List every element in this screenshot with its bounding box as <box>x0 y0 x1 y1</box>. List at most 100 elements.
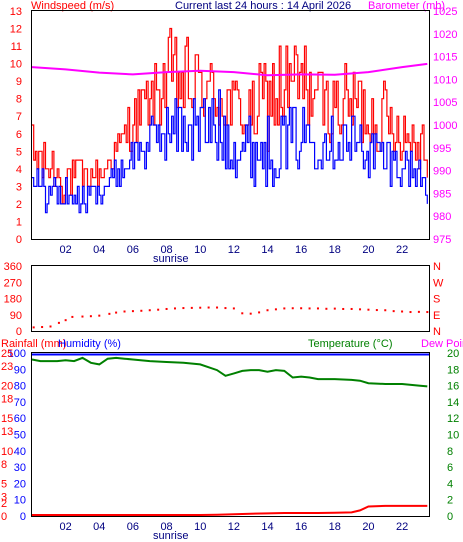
humidity-tick: 30 <box>14 462 26 474</box>
direction-point <box>224 307 227 310</box>
rainfall-tick: 13 <box>1 426 13 438</box>
hour-tick: 22 <box>396 521 408 533</box>
humidity-tick: 100 <box>8 348 26 360</box>
wind-average-line <box>32 89 428 214</box>
hour-tick: 06 <box>127 244 139 256</box>
barometer-tick: 1025 <box>433 6 457 18</box>
direction-point <box>199 306 202 309</box>
windspeed-tick: 12 <box>10 24 22 36</box>
direction-point <box>41 326 44 329</box>
humidity-tick: 80 <box>14 381 26 393</box>
direction-point <box>148 309 151 312</box>
humidity-tick: 20 <box>14 478 26 490</box>
temperature-tick: 18 <box>447 364 459 376</box>
direction-point <box>316 307 319 310</box>
barometer-tick: 980 <box>433 211 451 223</box>
rainfall-tick: 20 <box>1 381 13 393</box>
rainfall-tick: 0 <box>1 511 7 523</box>
hour-tick: 10 <box>194 521 206 533</box>
barometer-tick: 1010 <box>433 74 457 86</box>
compass-tick: W <box>433 277 444 289</box>
direction-point <box>249 312 252 315</box>
temperature-tick: 4 <box>447 478 453 490</box>
windspeed-tick: 2 <box>16 199 22 211</box>
direction-points <box>32 306 429 329</box>
direction-point <box>57 321 60 324</box>
windspeed-tick: 0 <box>16 234 22 246</box>
humidity-tick: 0 <box>20 511 26 523</box>
windspeed-tick: 5 <box>16 146 22 158</box>
windspeed-tick: 6 <box>16 129 22 141</box>
direction-point <box>375 309 378 312</box>
direction-point <box>241 312 244 315</box>
compass-tick: S <box>433 294 440 306</box>
hour-tick: 20 <box>362 244 374 256</box>
rainfall-tick: 25 <box>1 348 13 360</box>
windspeed-tick: 8 <box>16 94 22 106</box>
wind-panel-frame <box>31 10 430 240</box>
windspeed-axis-title: Windspeed (m/s) <box>31 0 114 12</box>
direction-point <box>232 307 235 310</box>
direction-point <box>49 325 52 328</box>
windspeed-tick: 1 <box>16 216 22 228</box>
compass-tick: N <box>433 261 441 273</box>
humidity-tick: 40 <box>14 446 26 458</box>
hour-tick: 06 <box>127 521 139 533</box>
direction-point <box>207 306 210 309</box>
humidity-tick: 50 <box>14 430 26 442</box>
rainfall-tick: 18 <box>1 394 13 406</box>
hour-tick: 14 <box>261 521 273 533</box>
direction-degree-tick: 90 <box>10 310 22 322</box>
windspeed-tick: 10 <box>10 59 22 71</box>
direction-point <box>426 311 429 314</box>
windspeed-tick: 7 <box>16 111 22 123</box>
direction-point <box>401 310 404 313</box>
humidity-tick: 90 <box>14 364 26 376</box>
direction-point <box>115 311 118 314</box>
temperature-tick: 20 <box>447 348 459 360</box>
direction-point <box>266 309 269 312</box>
temperature-tick: 2 <box>447 495 453 507</box>
direction-point <box>417 310 420 313</box>
hour-tick: 12 <box>228 244 240 256</box>
direction-point <box>173 307 176 310</box>
barometer-line <box>31 62 428 77</box>
direction-point <box>89 315 92 318</box>
compass-tick: N <box>433 326 441 338</box>
barometer-tick: 995 <box>433 143 451 155</box>
direction-point <box>409 311 412 314</box>
direction-point <box>308 307 311 310</box>
direction-point <box>333 307 336 310</box>
rainfall-tick: 2 <box>1 498 7 510</box>
temperature-tick: 10 <box>447 430 459 442</box>
direction-point <box>165 307 168 310</box>
direction-point <box>190 306 193 309</box>
direction-point <box>71 315 74 318</box>
humidity-tick: 10 <box>14 495 26 507</box>
humidity-tick-labels: 0 10 20 30 40 50 60 70 80 90 100 <box>8 348 26 523</box>
direction-point <box>350 307 353 310</box>
barometer-tick: 1005 <box>433 97 457 109</box>
current-period-title: Current last 24 hours : 14 April 2026 <box>175 0 351 12</box>
barometer-tick-labels: 975 980 985 990 995 1000 1005 1010 1015 1020 1025 <box>433 6 457 246</box>
direction-point <box>367 308 370 311</box>
rainfall-tick: 3 <box>1 491 7 503</box>
hour-tick: 08 <box>160 521 172 533</box>
hour-tick: 18 <box>329 521 341 533</box>
direction-point <box>216 306 219 309</box>
direction-degree-tick: 360 <box>4 261 22 273</box>
compass-tick: E <box>433 310 440 322</box>
dewpoint-axis-title: Dew Point <box>421 338 463 350</box>
direction-point <box>81 315 84 318</box>
barometer-tick: 1015 <box>433 52 457 64</box>
direction-point <box>258 311 261 314</box>
direction-point <box>157 308 160 311</box>
direction-point <box>108 312 111 315</box>
humidity-tick: 70 <box>14 397 26 409</box>
hour-tick: 04 <box>93 521 105 533</box>
hour-tick: 04 <box>93 244 105 256</box>
climate-series-group <box>31 353 429 516</box>
direction-point <box>342 307 345 310</box>
sunrise-label: sunrise <box>153 253 188 265</box>
